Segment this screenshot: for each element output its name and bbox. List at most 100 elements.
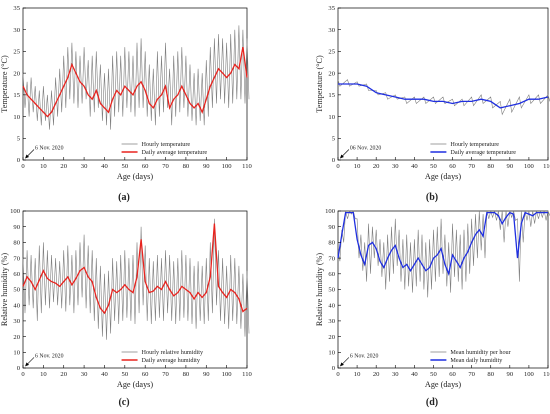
x-tick-label: 70 <box>468 371 475 378</box>
y-tick-label: 25 <box>13 49 20 56</box>
chart-panel-3: 0 10 20 30 40 50 60 70 80 90 100 110 0 10 20 30 40 50 60 70… <box>0 208 253 408</box>
x-tick-label: 50 <box>430 163 437 170</box>
legend-label-daily: Mean daily humidity <box>450 357 503 364</box>
x-tick-label: 40 <box>411 163 418 170</box>
y-tick-label: 0 <box>17 157 21 164</box>
x-tick-label: 80 <box>183 163 190 170</box>
hourly-series-line <box>337 209 550 298</box>
hourly-series-line <box>22 25 250 130</box>
x-tick-label: 20 <box>60 371 67 378</box>
y-axis-title: Relative humidity (%) <box>0 253 9 326</box>
legend-label-daily: Daily average temperature <box>142 149 208 156</box>
x-tick-label: 0 <box>336 163 340 170</box>
x-tick-label: 90 <box>203 163 210 170</box>
chart-panel-1: 0 10 20 30 40 50 60 70 80 90 100 110 0 5 10 15 20 25 30 35 A… <box>0 5 253 203</box>
x-tick-label: 110 <box>543 163 550 170</box>
x-tick-label: 10 <box>354 163 361 170</box>
y-tick-label: 80 <box>328 240 335 247</box>
x-tick-label: 100 <box>222 371 233 378</box>
y-tick-label: 20 <box>13 334 20 341</box>
x-tick-label: 100 <box>524 371 535 378</box>
x-tick-label: 80 <box>487 163 494 170</box>
y-tick-label: 10 <box>328 350 335 357</box>
x-tick-label: 110 <box>242 371 252 378</box>
chart-panel-4: 0 10 20 30 40 50 60 70 80 90 100 110 0 10 20 30 40 50 60 70… <box>315 208 550 408</box>
plot-frame <box>337 7 549 161</box>
y-tick-label: 10 <box>328 114 335 121</box>
start-date-annotation: 06 Nov. 2020 <box>350 145 381 151</box>
y-axis-title: Temperature (°C) <box>315 55 324 113</box>
x-tick-label: 70 <box>468 163 475 170</box>
start-date-annotation: 6 Nov. 2020 <box>35 353 64 359</box>
x-tick-label: 10 <box>354 371 361 378</box>
y-tick-label: 70 <box>328 255 335 262</box>
x-tick-label: 70 <box>162 371 169 378</box>
x-tick-label: 50 <box>430 371 437 378</box>
y-tick-label: 30 <box>328 27 335 34</box>
panel-label: (d) <box>426 397 438 408</box>
y-tick-label: 40 <box>13 302 20 309</box>
x-tick-label: 30 <box>392 371 399 378</box>
x-tick-label: 40 <box>101 371 108 378</box>
y-tick-label: 100 <box>325 208 336 215</box>
x-tick-label: 40 <box>411 371 418 378</box>
daily-series-line <box>337 211 548 277</box>
x-tick-label: 90 <box>507 163 514 170</box>
y-tick-label: 20 <box>13 70 20 77</box>
y-tick-label: 10 <box>13 114 20 121</box>
panel-label: (c) <box>118 397 129 408</box>
legend-label-hourly: Hourly relative humidity <box>142 349 204 356</box>
x-tick-label: 110 <box>242 163 252 170</box>
y-tick-label: 0 <box>332 157 336 164</box>
panel-label: (a) <box>118 192 130 203</box>
y-tick-label: 35 <box>13 5 20 12</box>
x-axis-title: Age (days) <box>425 380 461 389</box>
x-tick-label: 10 <box>40 163 47 170</box>
x-axis-title: Age (days) <box>117 172 153 181</box>
legend-label-daily: Daily average humidity <box>142 357 201 364</box>
y-tick-label: 30 <box>13 318 20 325</box>
legend-label-daily: Daily average temperature <box>450 149 516 156</box>
x-tick-label: 30 <box>81 371 88 378</box>
annotation-arrowhead <box>339 154 344 159</box>
x-tick-label: 60 <box>142 371 149 378</box>
y-tick-label: 100 <box>10 208 21 215</box>
y-tick-label: 5 <box>17 135 21 142</box>
legend-label-hourly: Hourly temperature <box>142 141 191 148</box>
y-tick-label: 15 <box>328 92 335 99</box>
y-axis-title: Relative humidity (%) <box>315 253 324 326</box>
y-tick-label: 0 <box>17 365 21 372</box>
y-tick-label: 25 <box>328 49 335 56</box>
y-tick-label: 90 <box>328 224 335 231</box>
x-tick-label: 60 <box>449 163 456 170</box>
y-axis-title: Temperature (°C) <box>0 55 9 113</box>
annotation-arrowhead <box>25 154 30 159</box>
x-tick-label: 0 <box>21 371 25 378</box>
x-tick-label: 60 <box>142 163 149 170</box>
x-tick-label: 30 <box>81 163 88 170</box>
x-tick-label: 0 <box>336 371 340 378</box>
x-tick-label: 110 <box>543 371 550 378</box>
daily-series-line <box>22 46 248 118</box>
y-tick-label: 10 <box>13 350 20 357</box>
start-date-annotation: 6 Nov. 2020 <box>350 353 379 359</box>
legend-label-hourly: Mean humidity per hour <box>450 349 510 356</box>
daily-series-line <box>22 223 248 315</box>
x-tick-label: 20 <box>60 163 67 170</box>
y-tick-label: 35 <box>328 5 335 12</box>
plot-frame <box>22 210 248 369</box>
x-tick-label: 70 <box>162 163 169 170</box>
plot-frame <box>337 210 549 369</box>
y-tick-label: 20 <box>328 334 335 341</box>
y-tick-label: 15 <box>13 92 20 99</box>
y-tick-label: 5 <box>332 135 336 142</box>
x-tick-label: 20 <box>373 371 380 378</box>
y-tick-label: 20 <box>328 70 335 77</box>
x-tick-label: 80 <box>487 371 494 378</box>
y-tick-label: 60 <box>13 271 20 278</box>
y-tick-label: 30 <box>13 27 20 34</box>
x-tick-label: 10 <box>40 371 47 378</box>
start-date-annotation: 6 Nov. 2020 <box>35 145 64 151</box>
